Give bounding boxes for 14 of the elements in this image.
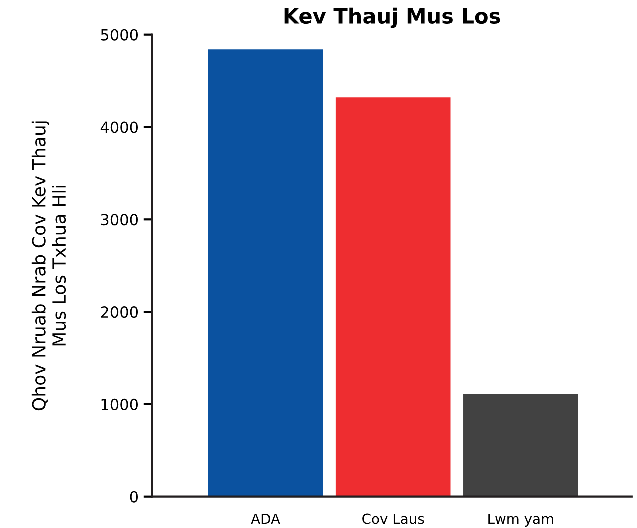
chart-title: Kev Thauj Mus Los: [284, 8, 500, 28]
bar: [208, 50, 324, 497]
x-tick-label: ADA: [251, 514, 280, 524]
y-axis-title: Qhov Nruab Nrab Cov Kev Thauj Mus Los Txhua Hli: [32, 122, 66, 411]
y-tick-label: 0: [130, 491, 138, 503]
x-tick-label: Lwm yam: [488, 514, 554, 527]
bar: [464, 394, 578, 497]
y-tick-label: 3000: [101, 214, 138, 226]
x-tick-label: Cov Laus: [362, 514, 424, 524]
y-tick-label: 2000: [101, 306, 138, 318]
y-tick-label: 5000: [101, 29, 138, 41]
y-tick-label: 1000: [102, 398, 138, 410]
y-tick-label: 4000: [100, 122, 138, 134]
bar: [336, 98, 451, 497]
